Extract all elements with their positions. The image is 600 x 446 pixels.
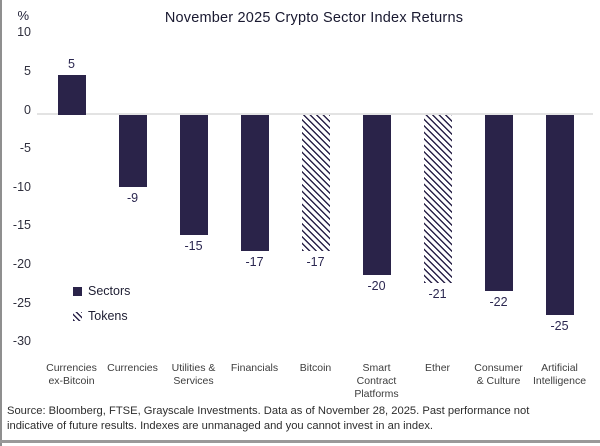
legend-item-tokens: Tokens (73, 308, 130, 324)
x-category-label-smart-contract-platforms: Smart Contract Platforms (354, 362, 399, 400)
bar-artificial-intelligence (545, 115, 574, 315)
source-line-1: Source: Bloomberg, FTSE, Grayscale Inves… (7, 405, 530, 417)
x-category-label-consumer-culture: Consumer & Culture (474, 362, 523, 387)
y-tick-label--25: -25 (12, 295, 31, 310)
bar-ether (423, 115, 452, 283)
x-category-label-currencies-ex-bitcoin: Currencies ex-Bitcoin (46, 362, 97, 387)
source-disclaimer: Source: Bloomberg, FTSE, Grayscale Inves… (7, 404, 592, 433)
value-label-currencies-ex-bitcoin: 5 (68, 57, 75, 71)
sectors-solid-swatch-icon (73, 286, 82, 296)
y-axis-unit-label: % (17, 8, 29, 23)
zero-gridline (37, 113, 593, 115)
bar-currencies (118, 115, 147, 187)
value-label-utilities-services: -15 (184, 239, 203, 253)
y-tick-label--10: -10 (12, 179, 31, 194)
value-label-smart-contract-platforms: -20 (367, 279, 386, 293)
frame-border-left (0, 0, 2, 446)
value-label-financials: -17 (245, 255, 264, 269)
legend-label-sectors: Sectors (88, 284, 131, 298)
x-category-label-currencies: Currencies (107, 362, 158, 374)
y-tick-label-5: 5 (24, 63, 31, 78)
bar-consumer-culture (484, 115, 513, 291)
y-tick-label--20: -20 (12, 256, 31, 271)
legend-item-sectors: Sectors (73, 283, 130, 299)
bar-utilities-services (179, 115, 208, 235)
legend: Sectors Tokens (73, 283, 130, 333)
value-label-currencies: -9 (126, 191, 139, 205)
y-tick-label-10: 10 (17, 25, 31, 40)
bar-currencies-ex-bitcoin (57, 75, 86, 115)
x-category-label-ether: Ether (424, 362, 451, 374)
value-label-artificial-intelligence: -25 (550, 319, 569, 333)
bar-bitcoin (301, 115, 330, 251)
chart-title: November 2025 Crypto Sector Index Return… (164, 10, 464, 26)
x-category-label-bitcoin: Bitcoin (299, 362, 332, 374)
y-tick-label--30: -30 (12, 334, 31, 349)
bar-financials (240, 115, 269, 251)
tokens-hatched-swatch-icon (73, 311, 82, 321)
value-label-ether: -21 (428, 287, 447, 301)
bar-smart-contract-platforms (362, 115, 391, 275)
x-category-label-artificial-intelligence: Artificial Intelligence (532, 362, 587, 387)
y-tick-label-0: 0 (24, 102, 31, 117)
legend-label-tokens: Tokens (88, 309, 128, 323)
frame-border-bottom (0, 440, 600, 443)
y-tick-label--5: -5 (19, 141, 31, 156)
value-label-consumer-culture: -22 (489, 295, 508, 309)
source-line-2: indicative of future results. Indexes ar… (7, 419, 434, 432)
value-label-bitcoin: -17 (306, 255, 325, 269)
y-tick-label--15: -15 (12, 218, 31, 233)
x-category-label-financials: Financials (230, 362, 279, 374)
x-category-label-utilities-services: Utilities & Services (171, 362, 216, 387)
